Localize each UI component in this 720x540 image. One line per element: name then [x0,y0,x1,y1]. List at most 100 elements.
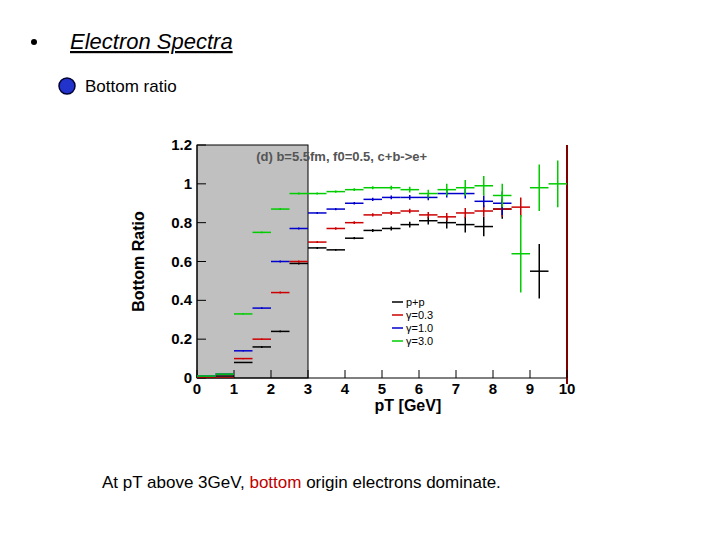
y-tick-label: 1 [184,175,192,192]
caption-highlight: bottom [249,473,301,492]
point-bar [364,199,383,201]
x-tick [308,370,309,378]
data-point [401,209,420,214]
data-point [216,376,235,377]
data-point [364,229,383,232]
data-point [327,227,346,229]
point-bar [253,346,272,348]
point-bar [216,373,235,375]
x-tick-label: 7 [452,380,460,397]
data-point [475,195,494,207]
point-bar [216,377,235,378]
shaded-region [197,145,308,378]
error-bar [372,186,374,189]
x-tick [419,370,420,378]
error-bar [354,202,356,205]
point-bar [234,313,253,315]
x-tick [345,370,346,378]
error-bar [354,237,356,239]
error-bar [409,195,411,200]
data-point [327,190,346,192]
x-tick [382,370,383,378]
error-bar [428,190,430,198]
data-point [290,228,309,230]
error-bar [391,227,393,231]
point-bar [290,193,309,195]
error-bar [520,197,522,216]
series [197,197,530,378]
error-bar [335,190,337,192]
y-tick [197,339,206,340]
data-point [253,307,272,309]
x-tick [271,370,272,378]
point-bar [234,358,253,360]
point-bar [327,249,346,251]
data-point [364,186,383,189]
error-bar [317,241,319,243]
error-bar [483,176,485,195]
error-bar [317,193,319,195]
caption: At pT above 3GeV, bottom origin electron… [102,473,501,492]
point-bar [364,187,383,189]
legend-label: p+p [406,296,425,308]
data-point [456,180,475,196]
point-bar [234,362,253,364]
data-point [271,261,290,263]
caption-part: origin electrons dominate. [301,473,500,492]
error-bar [465,208,467,218]
error-bar [391,195,393,199]
data-point [308,241,327,243]
data-point [382,227,401,231]
data-point [197,376,216,377]
point-bar [290,261,309,263]
point-bar [197,375,216,377]
x-tick-label: 8 [489,380,497,397]
error-bar [298,228,300,230]
y-tick [197,145,206,146]
point-bar [308,241,327,243]
error-bar [465,217,467,233]
data-point [290,262,309,264]
legend-swatch [392,301,403,303]
error-bar [354,221,356,224]
plot-area [197,161,567,378]
legend-swatch [392,327,403,329]
data-point [253,346,272,348]
legend-label: γ=3.0 [406,335,433,347]
point-bar [197,375,216,377]
point-bar [197,377,216,378]
point-bar [364,214,383,216]
legend-label: γ=1.0 [406,322,433,334]
data-point [438,213,457,221]
x-tick-label: 5 [378,380,386,397]
error-bar [280,292,282,294]
data-point [549,161,568,208]
error-bar [335,227,337,229]
data-point [512,215,531,293]
error-bar [372,213,374,216]
point-bar [290,228,309,230]
error-bar [428,217,430,225]
data-point [382,186,401,190]
point-bar [216,375,235,377]
point-bar [271,208,290,210]
data-point [290,193,309,195]
series [197,199,549,378]
data-point [456,208,475,218]
point-bar [234,350,253,352]
error-bar [483,217,485,236]
data-point [271,208,290,210]
data-point [530,244,549,298]
data-point [382,195,401,199]
error-bar [261,338,263,340]
right-frame [566,145,568,384]
legend-label: γ=0.3 [406,309,433,321]
slide: Electron SpectraBottom ratioAt pT above … [0,0,720,540]
x-tick-label: 0 [193,380,201,397]
error-bar [428,212,430,218]
point-bar [253,232,272,234]
error-bar [391,211,393,215]
data-point [401,195,420,200]
data-point [364,198,383,201]
point-bar [327,228,346,230]
